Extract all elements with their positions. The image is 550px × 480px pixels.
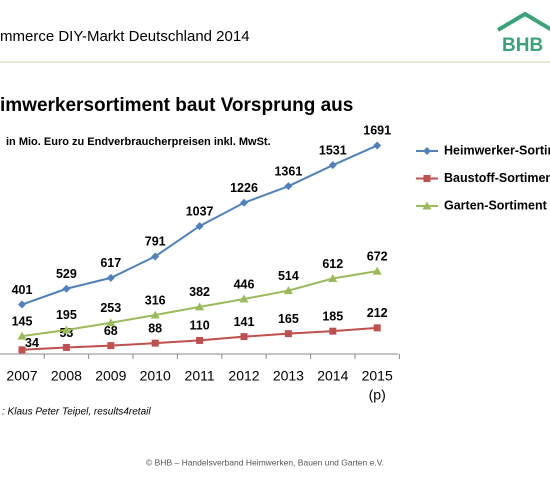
point (150, 310, 160, 319)
point (240, 333, 248, 341)
data-label: 1691 (363, 124, 391, 138)
point (195, 222, 204, 231)
data-label: 185 (322, 309, 343, 323)
x-tick-label: 2012 (228, 368, 259, 384)
point (284, 330, 292, 338)
data-label: 791 (145, 235, 166, 249)
data-label: 446 (234, 277, 255, 291)
point (151, 252, 160, 261)
point (195, 302, 205, 311)
x-tick-label: 2010 (140, 368, 171, 384)
x-tick-label: 2011 (185, 368, 215, 384)
point (373, 141, 382, 150)
point (17, 331, 27, 340)
point (196, 336, 204, 344)
legend-label: Baustoff-Sortiment (444, 171, 550, 185)
x-tick-label: 2014 (317, 368, 348, 384)
data-label: 514 (278, 269, 299, 283)
data-label: 316 (145, 293, 166, 307)
legend-marker (423, 147, 431, 155)
point (328, 274, 338, 283)
legend-label: Garten-Sortiment (444, 198, 548, 212)
point (62, 284, 71, 293)
legend-marker (422, 201, 432, 210)
data-label: 110 (190, 319, 210, 333)
x-tick-label: 2015 (362, 368, 393, 384)
point (62, 343, 70, 351)
point (329, 327, 337, 335)
data-label: 1531 (319, 143, 347, 157)
header-title: mmerce DIY-Markt Deutschland 2014 (0, 28, 250, 45)
data-label: 1226 (230, 181, 258, 195)
data-label: 88 (148, 321, 162, 335)
point (106, 273, 115, 282)
data-label: 253 (100, 301, 121, 315)
series: 34536888110141165185212 (18, 306, 388, 354)
x-tick-label: 2013 (273, 368, 304, 384)
point (328, 161, 337, 170)
data-label: 141 (234, 315, 255, 329)
logo-text: BHB (502, 35, 543, 56)
chart-title: imwerkersortiment baut Vorsprung aus (0, 95, 353, 116)
data-label: 212 (367, 306, 388, 320)
data-label: 382 (189, 285, 210, 299)
x-tick-label: 2007 (6, 368, 37, 384)
series: 145 195 253 316 382 446 514 612 672 (12, 249, 388, 340)
legend-marker (423, 175, 431, 182)
x-tick-label: 2008 (51, 368, 82, 384)
point (284, 182, 293, 191)
point (61, 325, 71, 334)
series: 401 529 617 791 1037 1226 1361 1531 1691 (12, 124, 391, 309)
point (18, 346, 26, 354)
point (151, 339, 159, 347)
point (106, 318, 116, 327)
point (18, 300, 26, 309)
data-label: 529 (56, 267, 77, 281)
data-label: 1037 (186, 204, 214, 218)
data-label: 145 (12, 314, 33, 328)
footer: © BHB – Handelsverband Heimwerken, Bauen… (146, 457, 384, 467)
source: : Klaus Peter Teipel, results4retail (2, 407, 151, 418)
data-label: 34 (25, 336, 39, 350)
logo: BHB (496, 11, 550, 56)
legend-label: Heimwerker-Sortim (444, 143, 550, 157)
data-label: 617 (100, 256, 121, 270)
x-tick-label: 2009 (95, 368, 126, 384)
data-label: 672 (367, 249, 388, 263)
point (107, 342, 115, 350)
data-label: 195 (56, 308, 77, 322)
point (240, 198, 248, 207)
point (239, 294, 249, 303)
data-label: 1361 (274, 164, 302, 178)
point (283, 286, 293, 295)
x-tick-note: (p) (369, 387, 386, 403)
data-label: 612 (322, 257, 343, 271)
chart-subtitle: in Mio. Euro zu Endverbraucherpreisen in… (6, 136, 271, 148)
data-label: 68 (104, 324, 118, 338)
point (372, 266, 382, 275)
point (373, 324, 381, 332)
data-label: 401 (12, 283, 33, 297)
data-label: 165 (278, 312, 299, 326)
